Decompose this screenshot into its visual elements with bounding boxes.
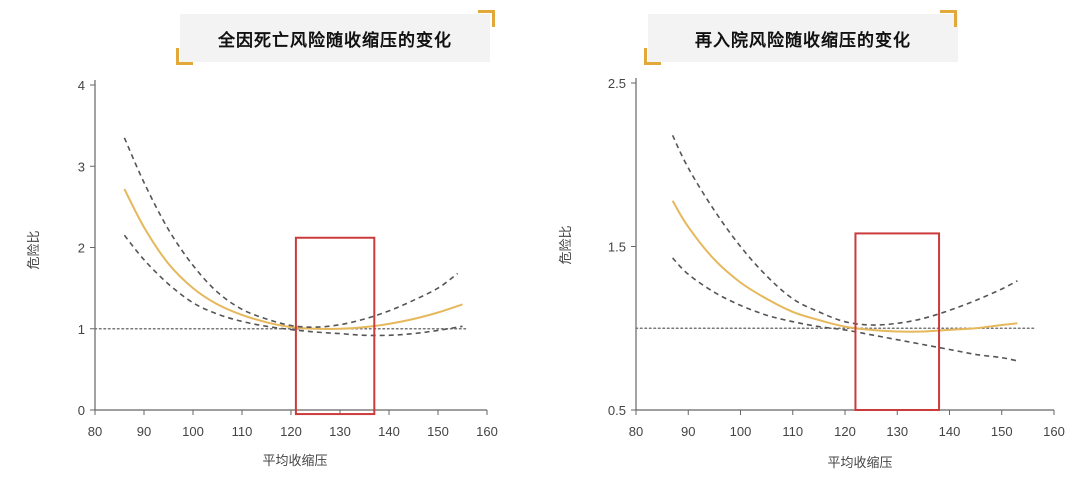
y-axis-label: 危险比 [559,225,574,264]
title-corner-decoration [644,48,661,65]
upper-ci-line [123,137,459,328]
x-tick-label: 160 [476,424,498,439]
readmission-chart: 80 90 100 110 120 130 140 150 160 0.5 1.5 2.5 平均收缩压 危… [559,76,1065,471]
x-tick-label: 80 [629,424,643,439]
hazard-ratio-estimate-line [671,200,1018,333]
y-tick-label: 1.5 [608,240,626,255]
x-tick-label: 100 [730,424,752,439]
y-tick-label: 3 [78,159,85,174]
x-tick-label: 140 [939,424,961,439]
mortality-chart: 80 90 100 110 120 130 140 150 160 0 1 2 3 4 平均收缩压 危险比 [27,78,498,469]
x-tick-label: 130 [886,424,908,439]
x-tick-label: 160 [1043,424,1065,439]
y-tick-label: 4 [78,78,85,93]
y-tick-label: 0 [78,403,85,418]
x-tick-label: 90 [137,424,151,439]
title-corner-decoration [940,10,957,27]
y-tick-label: 0.5 [608,403,626,418]
chart-title-box: 全因死亡风险随收缩压的变化 [180,14,490,62]
x-tick-label: 150 [427,424,449,439]
hazard-ratio-estimate-line [123,188,463,330]
x-axis-label: 平均收缩压 [262,453,327,469]
chart-title: 全因死亡风险随收缩压的变化 [218,30,452,51]
chart-title-box: 再入院风险随收缩压的变化 [648,14,958,62]
x-tick-label: 140 [378,424,400,439]
y-axis-label: 危险比 [27,230,42,269]
title-corner-decoration [176,48,193,65]
highlight-range-box [854,232,941,411]
x-axis-label: 平均收缩压 [827,455,892,471]
x-tick-label: 120 [834,424,856,439]
title-corner-decoration [478,10,495,27]
chart-panel-all-cause-mortality: 全因死亡风险随收缩压的变化 80 90 100 110 120 130 140 150 160 0… [27,10,498,469]
lower-ci-line [672,257,1018,362]
y-tick-label: 2.5 [608,76,626,91]
x-tick-label: 80 [88,424,102,439]
x-tick-label: 130 [329,424,351,439]
upper-ci-line [671,134,1018,326]
x-tick-label: 120 [280,424,302,439]
x-tick-label: 90 [681,424,695,439]
chart-title: 再入院风险随收缩压的变化 [695,30,911,51]
highlight-range-box [294,236,376,416]
y-tick-label: 2 [78,241,85,256]
lower-ci-line [123,234,463,337]
chart-panel-readmission: 再入院风险随收缩压的变化 80 90 100 110 120 130 140 150 160 0.… [540,0,1080,483]
x-tick-label: 110 [232,424,253,439]
x-tick-label: 100 [182,424,204,439]
x-tick-label: 110 [782,424,803,439]
x-tick-label: 150 [991,424,1013,439]
y-tick-label: 1 [78,322,85,337]
